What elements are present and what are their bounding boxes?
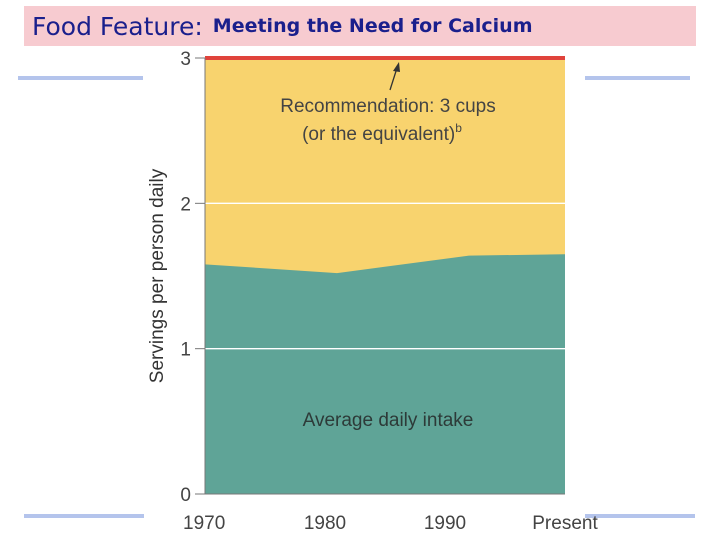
decor-line-top-right [585,76,690,80]
y-tick-label: 2 [180,194,191,215]
slide-title-band: Food Feature: Meeting the Need for Calci… [24,6,696,46]
intake-area [205,254,565,494]
y-tick-label: 0 [180,485,191,506]
x-tick-label: Present [532,513,598,534]
x-tick-label: 1980 [304,513,346,534]
x-tick-label: 1970 [183,513,225,534]
decor-line-top-left [18,76,143,80]
x-tick-label: 1990 [424,513,466,534]
x-tick-labels: 1970 1980 1990 Present [183,513,598,534]
y-tick-labels: 0 1 2 3 [180,49,205,506]
decor-line-bottom-right [585,514,695,518]
gridlines [205,202,565,350]
y-tick-label: 1 [180,340,191,361]
y-axis-label: Servings per person daily [147,168,168,383]
slide-subtitle: Meeting the Need for Calcium [212,15,533,37]
decor-line-bottom-left [24,514,144,518]
y-tick-label: 3 [180,49,191,70]
recommendation-label-line2-text: (or the equivalent) [302,124,455,145]
recommendation-label: Recommendation: 3 cups [280,96,495,117]
recommendation-arrow [389,67,398,91]
recommendation-label-line2: (or the equivalent)b [302,121,462,145]
slide-title: Food Feature: [32,11,203,41]
recommendation-arrowhead [393,62,400,72]
footnote-marker: b [455,121,462,135]
intake-label: Average daily intake [303,410,474,431]
